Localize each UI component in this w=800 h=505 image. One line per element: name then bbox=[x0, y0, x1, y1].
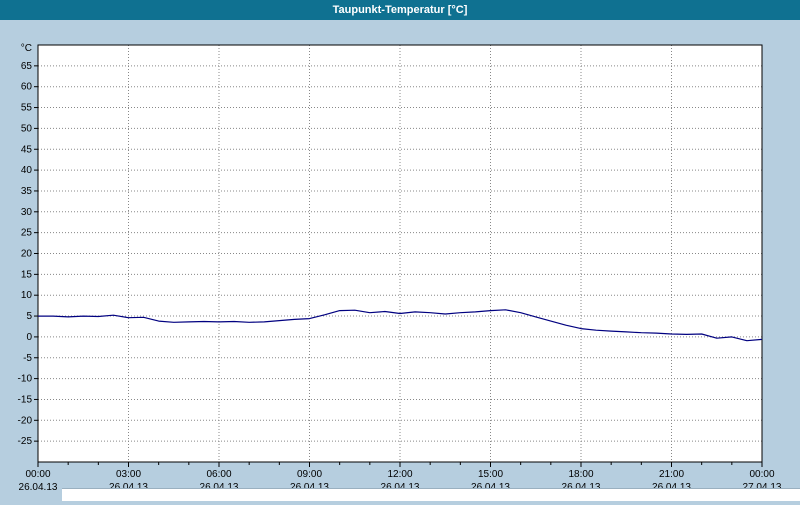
x-tick-date-label: 26.04.13 bbox=[290, 482, 329, 493]
y-tick-label: -10 bbox=[18, 374, 33, 385]
y-tick-label: 55 bbox=[21, 103, 33, 114]
y-tick-label: -15 bbox=[18, 394, 33, 405]
x-tick-date-label: 26.04.13 bbox=[381, 482, 420, 493]
y-tick-label: 10 bbox=[21, 290, 33, 301]
y-tick-label: -25 bbox=[18, 436, 33, 447]
y-tick-label: 50 bbox=[21, 123, 33, 134]
x-tick-date-label: 26.04.13 bbox=[562, 482, 601, 493]
x-tick-date-label: 26.04.13 bbox=[200, 482, 239, 493]
x-tick-date-label: 26.04.13 bbox=[109, 482, 148, 493]
x-tick-date-label: 26.04.13 bbox=[19, 482, 58, 493]
horizontal-scrollbar[interactable] bbox=[62, 488, 800, 501]
y-axis-unit-label: °C bbox=[21, 43, 32, 54]
y-tick-label: 60 bbox=[21, 82, 33, 93]
x-tick-date-label: 27.04.13 bbox=[743, 482, 782, 493]
y-tick-label: 5 bbox=[26, 311, 32, 322]
y-tick-label: 35 bbox=[21, 186, 33, 197]
x-tick-time-label: 00:00 bbox=[749, 469, 774, 480]
x-tick-time-label: 21:00 bbox=[659, 469, 684, 480]
y-tick-label: 25 bbox=[21, 228, 33, 239]
x-tick-time-label: 18:00 bbox=[568, 469, 593, 480]
x-tick-date-label: 26.04.13 bbox=[652, 482, 691, 493]
y-tick-label: -5 bbox=[23, 353, 32, 364]
x-tick-time-label: 09:00 bbox=[297, 469, 322, 480]
window-titlebar: Taupunkt-Temperatur [°C] bbox=[0, 0, 800, 20]
x-tick-time-label: 15:00 bbox=[478, 469, 503, 480]
x-tick-time-label: 12:00 bbox=[387, 469, 412, 480]
window-title: Taupunkt-Temperatur [°C] bbox=[332, 4, 468, 16]
y-tick-label: -20 bbox=[18, 415, 33, 426]
y-tick-label: 0 bbox=[26, 332, 32, 343]
x-tick-time-label: 03:00 bbox=[116, 469, 141, 480]
temperature-line bbox=[38, 309, 763, 342]
y-tick-label: 45 bbox=[21, 144, 33, 155]
y-tick-label: 40 bbox=[21, 165, 33, 176]
y-tick-label: 20 bbox=[21, 249, 33, 260]
x-tick-time-label: 06:00 bbox=[206, 469, 231, 480]
x-tick-date-label: 26.04.13 bbox=[471, 482, 510, 493]
x-tick-time-label: 00:00 bbox=[25, 469, 50, 480]
y-tick-label: 65 bbox=[21, 61, 33, 72]
y-tick-label: 15 bbox=[21, 269, 33, 280]
y-tick-label: 30 bbox=[21, 207, 33, 218]
